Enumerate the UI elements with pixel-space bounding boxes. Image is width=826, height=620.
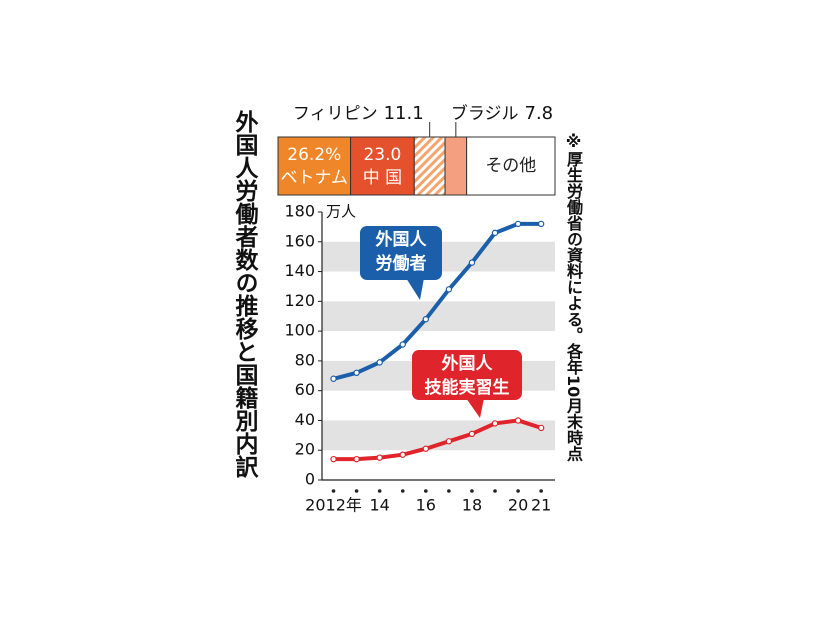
x-tick-label: 18 [462, 496, 482, 515]
segment-label: フィリピン 11.1 [293, 103, 424, 124]
data-point [514, 220, 522, 228]
value-label: 26.2% [287, 145, 341, 165]
segment-value: 11.1 [384, 103, 424, 124]
data-point [399, 341, 406, 348]
data-point [376, 454, 383, 461]
data-point [353, 455, 360, 463]
data-point [468, 430, 476, 438]
segment-name: その他 [485, 156, 536, 176]
segment-name: 中 国 [363, 168, 402, 188]
data-point [514, 417, 522, 424]
line [333, 221, 542, 381]
data-point [376, 359, 383, 366]
segment-name: フィリピン [293, 104, 378, 124]
y-tick-label: 140 [284, 261, 315, 280]
legend-pointer [466, 398, 484, 418]
y-tick-label: 80 [295, 350, 315, 369]
legend-label: 労働者 [376, 253, 427, 274]
legend-label: 外国人 [442, 353, 494, 374]
y-tick-label: 120 [284, 291, 315, 310]
bar-segment [350, 136, 415, 196]
data-point [353, 369, 360, 376]
data-point [491, 229, 499, 237]
x-tick-dot [516, 489, 520, 493]
line [333, 418, 542, 462]
data-point [445, 438, 453, 445]
segment-label: ブラジル 7.8 [451, 103, 553, 124]
x-tick-label: 21 [531, 496, 551, 515]
legend-pointer [406, 278, 424, 300]
source-note: ※厚生労働省の資料による。各年10月末時点 [564, 132, 583, 462]
segment-name: ブラジル [451, 103, 519, 124]
x-tick-dot [400, 489, 405, 493]
bar-segment [444, 136, 468, 196]
x-tick-label: 2012年 [305, 496, 362, 515]
data-point [422, 445, 430, 452]
value-label: 23.0 [363, 145, 401, 165]
x-tick-dot [539, 489, 543, 493]
x-tick-label: 16 [416, 496, 436, 515]
legend-label: 技能実習生 [425, 377, 510, 398]
grid-band [322, 301, 555, 332]
legend-box [412, 350, 522, 400]
x-tick-dot [424, 489, 428, 493]
data-point [399, 451, 406, 458]
data-point [330, 375, 337, 382]
y-tick-label: 180 [284, 202, 315, 221]
bar-segment [466, 136, 556, 196]
segment-value: 7.8 [525, 103, 554, 124]
data-point [445, 286, 453, 293]
y-tick-label: 60 [295, 380, 315, 399]
legend-label: 外国人 [376, 229, 428, 250]
x-tick-dot [354, 489, 359, 493]
bar-segment [277, 136, 352, 196]
chart-title: 外国人労働者数の推移と国籍別内訳 [231, 110, 257, 478]
x-tick-dot [331, 489, 336, 493]
y-tick-label: 160 [284, 231, 315, 250]
x-tick-dot [377, 489, 382, 493]
data-point [537, 220, 545, 228]
data-point [468, 259, 476, 266]
data-point [537, 424, 545, 432]
y-tick-label: 0 [305, 470, 315, 489]
y-unit: 万人 [326, 203, 356, 221]
segment-name: ベトナム [281, 168, 349, 188]
x-tick-dot [493, 489, 497, 493]
data-point [422, 316, 430, 323]
y-tick-label: 20 [295, 440, 315, 459]
data-point [491, 420, 499, 427]
data-point [330, 455, 337, 463]
x-tick-dot [470, 489, 474, 493]
bar-segment [413, 136, 446, 196]
legend-box [360, 226, 442, 280]
x-tick-dot [447, 489, 451, 493]
x-tick-label: 20 [508, 496, 528, 515]
y-tick-label: 100 [284, 321, 315, 340]
x-tick-label: 14 [369, 496, 389, 515]
y-tick-label: 40 [295, 410, 315, 429]
